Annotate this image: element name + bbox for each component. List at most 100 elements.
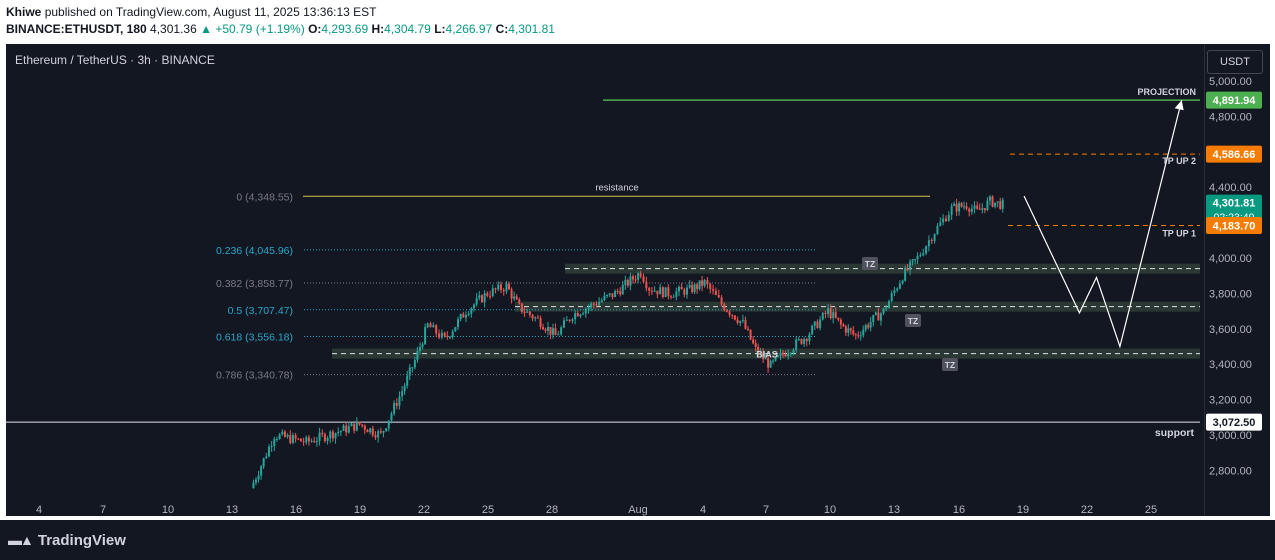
candle-body	[565, 319, 568, 321]
candle-body	[720, 297, 723, 305]
candle-body	[528, 311, 531, 316]
candle-body	[598, 301, 601, 306]
open-value: 4,293.69	[321, 22, 369, 36]
candle-body	[549, 326, 552, 335]
candle-body	[854, 334, 857, 336]
candle-body	[717, 294, 720, 298]
candle-body	[267, 446, 270, 457]
candle-body	[326, 438, 329, 441]
price-scale[interactable]	[1204, 44, 1270, 516]
x-tick-label: 22	[1081, 504, 1093, 516]
x-tick-label: 10	[162, 504, 174, 516]
low-label: L:	[434, 22, 446, 36]
y-tick-label: 3,400.00	[1209, 359, 1252, 371]
candle-body	[819, 319, 822, 329]
candle-body	[363, 425, 366, 430]
candle-body	[270, 445, 273, 447]
close-label: C:	[495, 22, 509, 36]
candle-body	[741, 319, 744, 321]
plot-area[interactable]	[6, 44, 1204, 516]
price-change: ▲ +50.79 (+1.19%)	[200, 22, 305, 36]
candle-body	[792, 349, 795, 354]
publish-line: Khiwe published on TradingView.com, Augu…	[6, 5, 376, 19]
candle-body	[600, 300, 603, 302]
candle-body	[554, 328, 557, 336]
open-label: O:	[308, 22, 322, 36]
candle-body	[291, 435, 294, 444]
candle-body	[454, 327, 457, 332]
quote-line: BINANCE:ETHUSDT, 180 4,301.36 ▲ +50.79 (…	[6, 22, 555, 36]
candle-body	[1001, 199, 1004, 209]
candle-body	[260, 466, 263, 476]
fib-label-1: 0.236 (4,045.96)	[216, 245, 293, 257]
author-name[interactable]: Khiwe	[6, 5, 42, 19]
candle-body	[764, 358, 767, 360]
tp-up-1-tag-text: 4,183.70	[1213, 220, 1256, 232]
candle-body	[650, 290, 653, 292]
candle-body	[273, 439, 276, 446]
candle-body	[965, 206, 968, 209]
candle-body	[645, 281, 648, 289]
tradingview-logo[interactable]: ▬▲ TradingView	[8, 532, 126, 549]
candle-body	[443, 332, 446, 336]
candle-body	[353, 423, 356, 431]
candle-body	[896, 288, 899, 291]
candle-body	[752, 339, 755, 344]
candle-body	[691, 284, 694, 293]
candle-body	[289, 435, 292, 444]
candle-body	[767, 358, 770, 368]
projection-tag-text: 4,891.94	[1213, 95, 1257, 107]
x-tick-label: 28	[546, 504, 558, 516]
candle-body	[281, 431, 284, 435]
candle-body	[542, 327, 545, 330]
candle-body	[297, 438, 300, 440]
candle-body	[342, 425, 345, 431]
candle-body	[350, 423, 353, 427]
y-tick-label: 5,000.00	[1209, 76, 1252, 88]
candle-body	[874, 312, 877, 316]
candle-body	[706, 280, 709, 285]
x-tick-label: 25	[482, 504, 494, 516]
candle-body	[653, 290, 656, 292]
candle-body	[842, 324, 845, 327]
candle-body	[996, 201, 999, 203]
candle-body	[986, 200, 989, 211]
candle-body	[568, 319, 571, 321]
candle-body	[869, 322, 872, 328]
candle-body	[302, 441, 305, 443]
candle-body	[916, 256, 919, 260]
candle-body	[390, 413, 393, 421]
candle-body	[683, 289, 686, 295]
candle-body	[970, 208, 973, 212]
x-tick-label: 13	[888, 504, 900, 516]
currency-button[interactable]: USDT	[1207, 50, 1263, 74]
candle-body	[803, 338, 806, 344]
candle-body	[323, 434, 326, 441]
candle-body	[536, 317, 539, 319]
candle-body	[438, 333, 441, 338]
y-tick-label: 3,800.00	[1209, 288, 1252, 300]
support-label: support	[1155, 427, 1195, 439]
candle-body	[661, 287, 664, 297]
candle-body	[424, 327, 427, 345]
candle-body	[385, 428, 388, 431]
candle-body	[440, 332, 443, 338]
current-price-text: 4,301.81	[1213, 198, 1256, 210]
candle-body	[693, 284, 696, 293]
candle-body	[590, 303, 593, 308]
candle-body	[849, 328, 852, 331]
candle-body	[621, 284, 624, 295]
candle-body	[714, 290, 717, 295]
candle-body	[634, 279, 637, 281]
candle-body	[885, 308, 888, 310]
candle-body	[672, 296, 675, 298]
candle-body	[551, 328, 554, 335]
candle-body	[904, 267, 907, 281]
candle-body	[497, 284, 500, 290]
x-tick-label: 7	[763, 504, 769, 516]
candle-body	[852, 330, 855, 335]
candle-body	[670, 296, 673, 298]
candle-body	[680, 286, 683, 290]
candle-body	[626, 279, 629, 286]
